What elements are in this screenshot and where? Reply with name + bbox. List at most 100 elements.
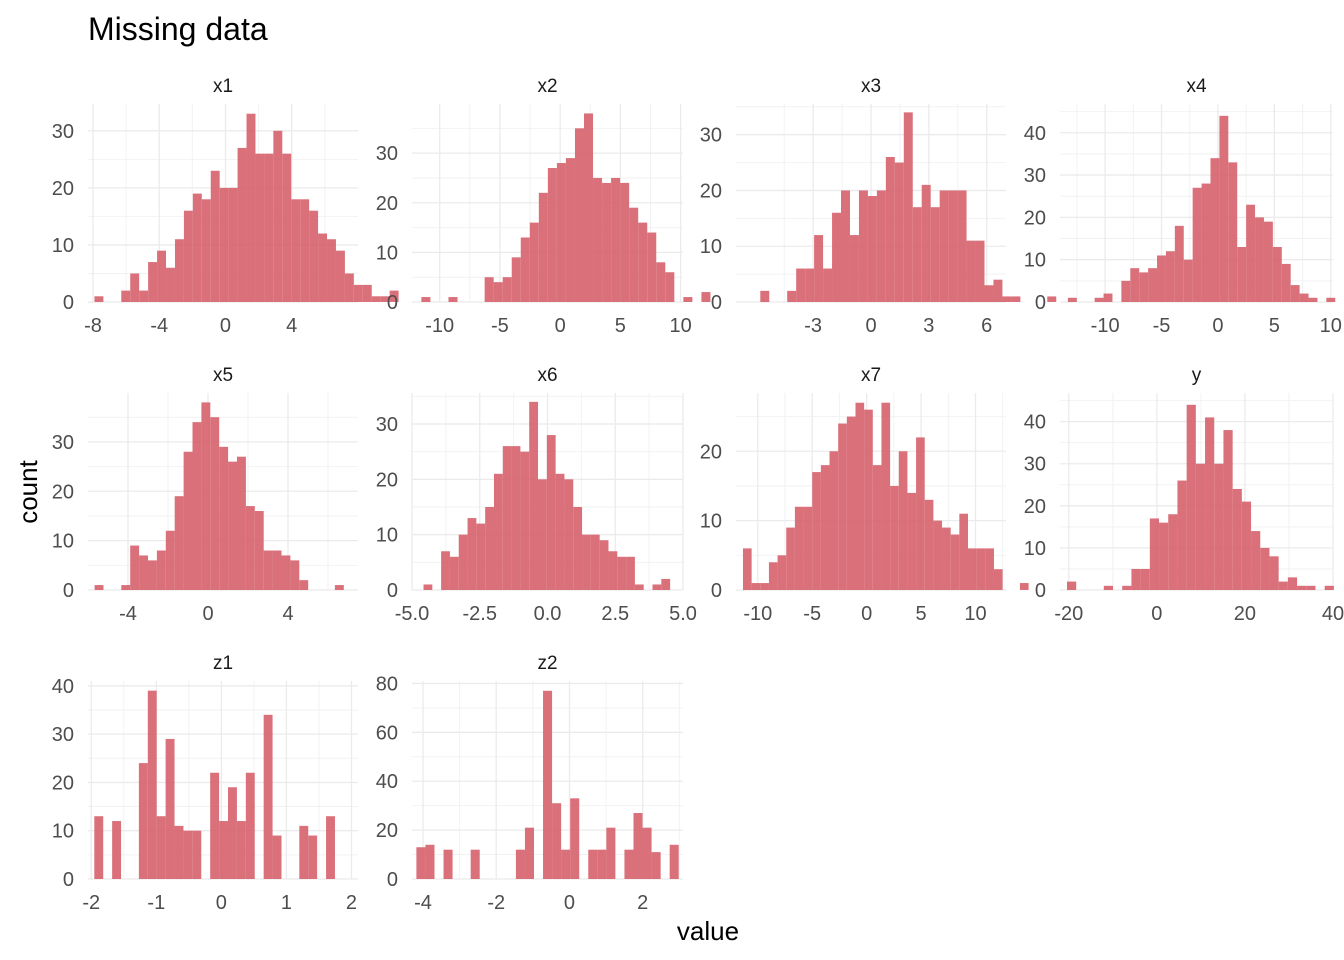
bar [912,207,922,302]
bar [634,584,644,590]
x-tick-label: -20 [1054,603,1083,625]
bar [421,297,431,302]
bar [165,738,175,879]
bar [1019,583,1029,590]
bar [326,816,335,879]
bar [139,555,148,590]
bar [683,297,693,302]
x-tick-label: -2 [82,892,100,914]
bar [362,284,372,302]
bar [976,548,986,590]
bar [291,199,301,302]
bar [94,585,104,590]
bar [139,290,149,302]
bar [237,147,247,302]
bar [228,787,237,879]
bar [1210,158,1220,302]
bar [174,825,184,879]
y-tick-label: 40 [1024,412,1046,434]
x-tick-label: -1 [147,892,165,914]
x-tick-label: -8 [84,315,102,337]
bar [959,513,969,590]
y-tick-label: 30 [1024,454,1046,476]
panel-title: x5 [213,365,233,386]
bar [228,461,237,590]
y-axis-label: count [13,459,43,523]
bar [1263,221,1273,302]
bar [441,551,450,590]
y-tick-label: 0 [63,869,74,891]
x-tick-label: 2 [346,892,357,914]
y-tick-label: 20 [700,180,722,202]
bar [984,285,994,302]
bar [855,402,865,590]
x-tick-label: -2.5 [463,603,497,625]
y-tick-label: 10 [52,235,74,257]
bar [838,423,847,590]
bar [1103,293,1113,302]
bar [272,550,282,590]
x-tick-label: -10 [1091,315,1120,337]
bar [599,540,609,590]
bar [742,548,752,590]
bar [156,550,166,590]
y-tick-label: 10 [376,525,398,547]
y-tick-label: 10 [700,511,722,533]
bar [1140,568,1150,590]
panel-y: y 0 10 20 30 40 -20 0 20 40 [1024,365,1344,625]
bar [1177,480,1187,590]
panel-x5: x5 0 10 20 30 -4 0 4 [52,365,358,625]
y-tick-label: 40 [376,771,398,793]
bar [966,240,976,302]
x-tick-label: 5 [615,315,626,337]
x-tick-label: 0 [861,603,872,625]
bar [130,545,140,590]
y-tick-label: 10 [376,242,398,264]
bar [166,267,175,302]
bar [985,548,994,590]
x-tick-label: -5.0 [395,603,429,625]
y-tick-label: 20 [52,772,74,794]
bar [201,199,211,302]
bar [794,506,804,590]
x-tick-label: 2 [637,892,648,914]
bar [1067,297,1077,302]
x-tick-label: -4 [150,315,168,337]
bar [890,485,899,590]
bar [246,113,256,302]
y-tick-label: 20 [52,481,74,503]
bar [327,239,336,302]
bar [993,569,1003,590]
bar [1246,204,1256,302]
y-tick-label: 10 [52,531,74,553]
panel-title: x4 [1186,76,1207,97]
bar [1326,297,1336,302]
bar [1183,259,1193,302]
bar [476,523,486,590]
bar [493,282,503,302]
bar [264,153,274,302]
x-tick-label: 2.5 [601,603,629,625]
x-tick-label: 0 [1212,315,1223,337]
x-tick-label: 4 [286,315,297,337]
bar [1094,297,1104,302]
bar [803,506,813,590]
bar [907,492,917,590]
panel-x3-bars [760,112,1057,303]
bar [547,168,557,302]
bar [652,584,662,590]
bar [832,212,842,302]
x-tick-label: 5 [916,603,927,625]
bar [574,128,584,302]
bar [1002,296,1012,302]
bar [1122,585,1132,590]
bar [921,184,931,302]
bar [1308,297,1318,302]
bar [423,584,433,590]
bar [1174,225,1184,302]
bar [389,290,399,302]
bar [1241,501,1252,590]
bar [1232,488,1242,590]
bar [237,456,246,590]
bar [157,250,167,302]
